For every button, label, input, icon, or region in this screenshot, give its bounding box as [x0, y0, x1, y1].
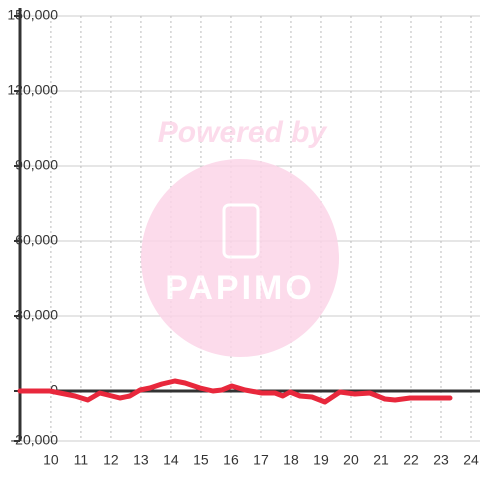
x-tick-label: 15 — [193, 452, 209, 468]
watermark-icon — [222, 203, 260, 259]
x-tick-label: 14 — [163, 452, 179, 468]
x-tick-label: 21 — [373, 452, 389, 468]
x-tick-label: 23 — [433, 452, 449, 468]
x-tick-label: 22 — [403, 452, 419, 468]
x-tick-label: 16 — [223, 452, 239, 468]
watermark: PAPIMO Powered by — [141, 116, 339, 357]
x-tick-label: 18 — [283, 452, 299, 468]
x-tick-label: 11 — [74, 452, 89, 468]
x-tick-label: 17 — [253, 452, 269, 468]
y-tick-label: 120,000 — [7, 82, 58, 98]
y-tick-label: 150,000 — [7, 7, 58, 23]
x-tick-label: 12 — [103, 452, 119, 468]
watermark-text: Powered by — [158, 116, 328, 149]
x-tick-label: 20 — [343, 452, 359, 468]
data-line — [17, 378, 453, 405]
y-tick-label: 30,000 — [15, 307, 58, 323]
y-tick-label: 90,000 — [15, 157, 58, 173]
y-tick-label: 60,000 — [15, 232, 58, 248]
x-tick-label: 10 — [43, 452, 59, 468]
x-tick-label: 24 — [463, 452, 479, 468]
x-tick-label: 19 — [313, 452, 329, 468]
x-tick-label: 13 — [133, 452, 149, 468]
y-tick-label: -20,000 — [11, 432, 59, 448]
watermark-logo: PAPIMO — [165, 269, 315, 307]
